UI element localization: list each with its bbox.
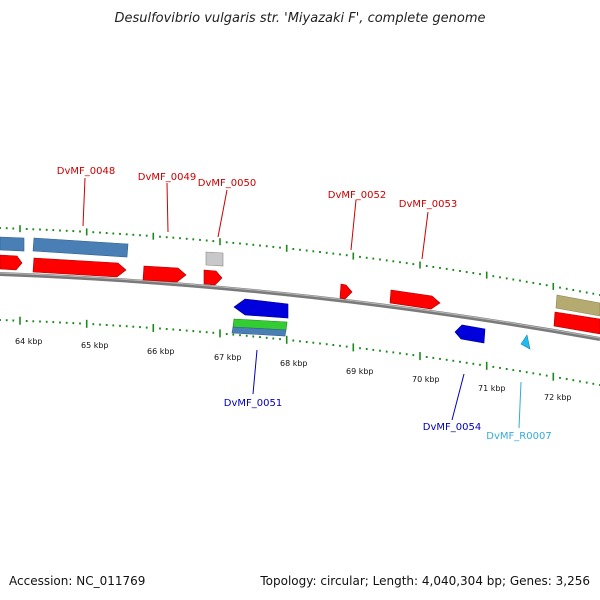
scale-label: 66 kbp [147, 347, 175, 356]
scale-label: 65 kbp [81, 341, 109, 350]
cds-arrow[interactable] [553, 311, 600, 335]
scale-label: 70 kbp [412, 375, 440, 384]
gene-label-dvmf-r0007[interactable]: DvMF_R0007 [486, 431, 551, 442]
rna-feature-dvmf-r0007[interactable] [520, 334, 531, 350]
scale-label: 64 kbp [15, 337, 43, 346]
gene-feature-dvmf-0051-blue[interactable] [231, 326, 287, 337]
gene-feature[interactable] [0, 236, 25, 252]
scale-label: 72 kbp [544, 393, 572, 402]
scale-labels: 64 kbp 65 kbp 66 kbp 67 kbp 68 kbp 69 kb… [15, 337, 572, 402]
bottom-label-leaders [252, 349, 522, 429]
gene-label-dvmf-0053[interactable]: DvMF_0053 [399, 199, 457, 210]
scale-label: 68 kbp [280, 359, 308, 368]
cds-arrow-dvmf-0052[interactable] [339, 283, 353, 300]
cds-arrow-dvmf-0053[interactable] [389, 289, 441, 310]
scale-label: 71 kbp [478, 384, 506, 393]
scale-label: 67 kbp [214, 353, 242, 362]
feature-track-top [0, 236, 600, 317]
genome-backbone-highlight [0, 272, 600, 339]
cds-arrow-dvmf-0054[interactable] [454, 324, 486, 344]
gene-label-dvmf-0049[interactable]: DvMF_0049 [138, 172, 196, 183]
topology-text: Topology: circular; Length: 4,040,304 bp… [259, 574, 590, 588]
gene-feature-olive[interactable] [555, 294, 600, 317]
reverse-strand-track [231, 298, 531, 350]
gene-label-dvmf-0052[interactable]: DvMF_0052 [328, 190, 386, 201]
upper-tick-track [0, 225, 600, 296]
gene-label-dvmf-0054[interactable]: DvMF_0054 [423, 422, 481, 433]
accession-text: Accession: NC_011769 [9, 574, 145, 588]
scale-label: 69 kbp [346, 367, 374, 376]
bottom-labels: DvMF_0051 DvMF_0054 DvMF_R0007 [224, 398, 552, 442]
cds-arrow-dvmf-0050[interactable] [203, 269, 223, 286]
gene-label-dvmf-0051[interactable]: DvMF_0051 [224, 398, 282, 409]
cds-track [0, 254, 600, 335]
gene-label-dvmf-0048[interactable]: DvMF_0048 [57, 166, 115, 177]
cds-arrow-dvmf-0048[interactable] [32, 257, 127, 278]
gene-label-dvmf-0050[interactable]: DvMF_0050 [198, 178, 256, 189]
lower-tick-track [0, 316, 600, 386]
cds-arrow-dvmf-0049[interactable] [142, 265, 187, 283]
map-title: Desulfovibrio vulgaris str. 'Miyazaki F'… [114, 11, 485, 26]
top-labels: DvMF_0048 DvMF_0049 DvMF_0050 DvMF_0052 … [57, 166, 457, 210]
top-label-leaders [82, 177, 429, 260]
cds-arrow-dvmf-0051[interactable] [233, 298, 289, 319]
gene-feature-dvmf-0048[interactable] [32, 237, 129, 258]
genome-backbone [0, 272, 600, 341]
misc-feature-dvmf-0050[interactable] [205, 251, 224, 267]
cds-arrow[interactable] [0, 254, 23, 271]
